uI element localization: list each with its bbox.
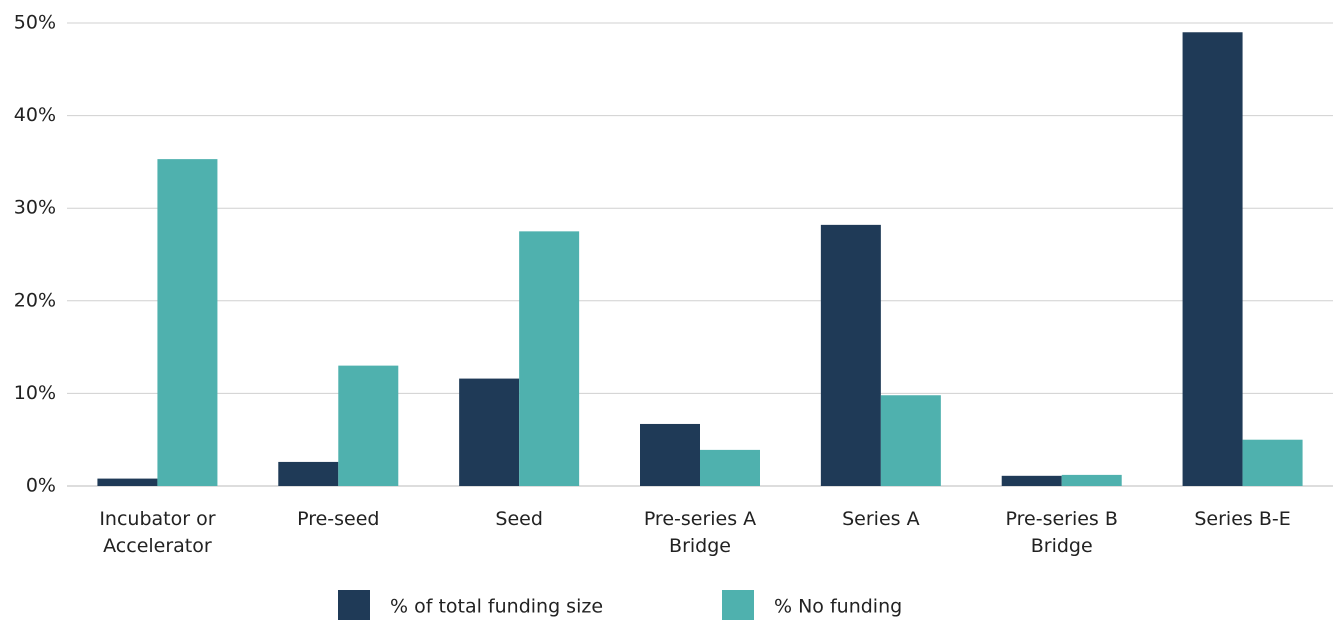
x-tick-label: Incubator or Accelerator	[99, 508, 216, 557]
legend-label: % No funding	[774, 596, 902, 618]
bar	[700, 449, 760, 486]
bar	[459, 378, 520, 486]
x-tick-label: Series A	[842, 508, 920, 530]
x-tick-label: Pre-seed	[297, 508, 380, 530]
bar	[820, 224, 881, 487]
bar	[1001, 475, 1062, 486]
legend-swatch	[722, 590, 754, 620]
y-tick-label: 40%	[14, 104, 56, 126]
legend-swatch	[338, 590, 370, 620]
bar	[1182, 32, 1243, 486]
x-tick-label: Series B-E	[1194, 508, 1291, 530]
bar	[278, 461, 339, 486]
y-tick-label: 50%	[14, 12, 56, 34]
y-tick-label: 30%	[14, 197, 56, 219]
y-tick-label: 0%	[26, 475, 56, 497]
bar	[338, 365, 399, 486]
bar	[519, 231, 580, 486]
x-tick-label: Pre-series B Bridge	[1005, 508, 1118, 557]
bar	[157, 159, 218, 486]
bar	[1242, 439, 1303, 486]
x-tick-label: Seed	[495, 508, 543, 530]
legend-label: % of total funding size	[390, 596, 603, 618]
x-tick-label: Pre-series A Bridge	[643, 508, 757, 557]
bar	[880, 395, 941, 486]
y-tick-label: 20%	[14, 289, 56, 311]
bar	[97, 478, 158, 486]
y-tick-label: 10%	[14, 382, 56, 404]
bar	[1061, 474, 1122, 486]
bar	[640, 423, 700, 486]
